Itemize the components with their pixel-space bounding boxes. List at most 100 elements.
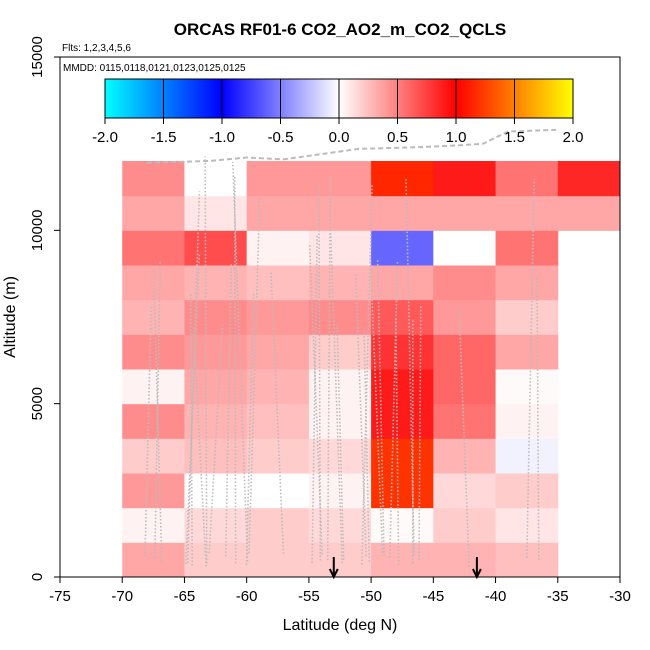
heatmap-cell bbox=[246, 507, 310, 543]
colorbar-tick-label: 1.5 bbox=[504, 129, 525, 146]
heatmap-cell bbox=[246, 403, 310, 439]
heatmap-cell bbox=[495, 403, 559, 439]
plot-frame bbox=[59, 56, 621, 578]
heatmap-cell bbox=[122, 334, 185, 370]
heatmap-cell bbox=[371, 403, 434, 439]
heatmap-cell bbox=[246, 161, 310, 197]
heatmap-cell bbox=[184, 369, 248, 405]
heatmap-cell bbox=[433, 299, 497, 335]
colorbar-tick-label: 0.0 bbox=[329, 129, 350, 146]
flight-tracks bbox=[144, 128, 558, 580]
x-tick-label: -65 bbox=[174, 588, 196, 605]
heatmap-cell bbox=[308, 334, 372, 370]
flight-track bbox=[363, 329, 371, 562]
heatmap-cell bbox=[246, 265, 310, 301]
flight-track bbox=[361, 184, 373, 565]
colorbar: -2.0 -1.5 -1.0 -0.5 0.0 0.5 1.0 1.5 2.0 bbox=[92, 78, 584, 146]
heatmap-cell bbox=[308, 265, 372, 301]
heatmap-cell bbox=[371, 265, 434, 301]
heatmap-cell bbox=[433, 507, 497, 543]
x-tick-label: -35 bbox=[547, 588, 569, 605]
colorbar-tick-label: -2.0 bbox=[92, 129, 118, 146]
heatmap-cell bbox=[122, 542, 185, 578]
heatmap-cell bbox=[433, 473, 497, 509]
heatmap-cell bbox=[308, 230, 372, 266]
heatmap-cell bbox=[557, 161, 621, 197]
heatmap-cell bbox=[246, 230, 310, 266]
flight-track bbox=[208, 325, 224, 554]
heatmap-cell bbox=[246, 438, 310, 474]
x-tick-label: -75 bbox=[49, 588, 71, 605]
heatmap-cell bbox=[495, 265, 559, 301]
heatmap-cell bbox=[433, 542, 497, 578]
heatmap-cell bbox=[184, 542, 248, 578]
heatmap-cell bbox=[308, 299, 372, 335]
heatmap-cell bbox=[371, 334, 434, 370]
y-tick-label: 15000 bbox=[29, 36, 46, 78]
heatmap-cell bbox=[371, 438, 434, 474]
flight-track bbox=[418, 305, 422, 560]
colorbar-tick-label: 1.0 bbox=[446, 129, 467, 146]
flight-track bbox=[329, 233, 343, 564]
heatmap-cell bbox=[308, 161, 372, 197]
heatmap-cell bbox=[495, 542, 559, 578]
x-tick-label: -70 bbox=[111, 588, 133, 605]
heatmap-cell bbox=[184, 161, 248, 197]
flight-track bbox=[395, 318, 400, 566]
colorbar-tick-label: 0.5 bbox=[387, 129, 408, 146]
heatmap-cell bbox=[308, 542, 372, 578]
x-tick-label: -60 bbox=[236, 588, 258, 605]
heatmap-cell bbox=[184, 473, 248, 509]
x-tick-label: -45 bbox=[422, 588, 444, 605]
x-tick-label: -40 bbox=[485, 588, 507, 605]
flight-track bbox=[184, 254, 201, 565]
flight-track-cruise bbox=[147, 128, 558, 164]
heatmap-cell bbox=[495, 230, 559, 266]
heatmap-cell bbox=[246, 299, 310, 335]
flight-track bbox=[326, 177, 332, 561]
heatmap-cell bbox=[371, 299, 434, 335]
chart-title: ORCAS RF01-6 CO2_AO2_m_CO2_QCLS bbox=[174, 20, 507, 39]
flight-track bbox=[336, 324, 345, 560]
heatmap-cell bbox=[557, 195, 621, 231]
heatmap-cell bbox=[433, 369, 497, 405]
y-tick-label: 10000 bbox=[29, 209, 46, 251]
colorbar-tick-label: -0.5 bbox=[268, 129, 294, 146]
flight-track bbox=[231, 161, 249, 562]
heatmap-cell bbox=[433, 195, 497, 231]
heatmap-cell bbox=[371, 542, 434, 578]
heatmap-cell bbox=[495, 334, 559, 370]
heatmap-cell bbox=[184, 230, 248, 266]
heatmap-cell bbox=[495, 195, 559, 231]
colorbar-tick-label: 2.0 bbox=[563, 129, 584, 146]
heatmap-cell bbox=[246, 473, 310, 509]
heatmap-cell bbox=[122, 195, 185, 231]
colorbar-tick-label: -1.0 bbox=[209, 129, 235, 146]
dates-label: MMDD: 0115,0118,0121,0123,0125,0125 bbox=[63, 63, 246, 74]
heatmap-cell bbox=[371, 473, 434, 509]
heatmap-cell bbox=[495, 161, 559, 197]
flight-track bbox=[354, 274, 367, 556]
y-tick-label: 5000 bbox=[29, 387, 46, 420]
flight-track bbox=[308, 243, 323, 555]
y-tick-label: 0 bbox=[29, 573, 46, 581]
x-axis-label: Latitude (deg N) bbox=[283, 617, 398, 634]
y-axis-label: Altitude (m) bbox=[2, 276, 19, 358]
flights-label: Flts: 1,2,3,4,5,6 bbox=[62, 43, 131, 54]
x-tick-label: -50 bbox=[360, 588, 382, 605]
heatmap-cell bbox=[371, 195, 434, 231]
heatmap-cell bbox=[122, 230, 185, 266]
flight-track bbox=[526, 179, 536, 558]
flight-track bbox=[458, 309, 470, 567]
flight-track bbox=[369, 254, 384, 553]
heatmap-cell bbox=[495, 369, 559, 405]
heatmap-cell bbox=[371, 161, 434, 197]
heatmap-cell bbox=[371, 369, 434, 405]
plot-area bbox=[122, 161, 621, 578]
x-tick-label: -30 bbox=[609, 588, 631, 605]
heatmap-cell bbox=[184, 507, 248, 543]
heatmap-cell bbox=[246, 195, 310, 231]
flight-track bbox=[248, 196, 261, 554]
heatmap-cell bbox=[433, 161, 497, 197]
